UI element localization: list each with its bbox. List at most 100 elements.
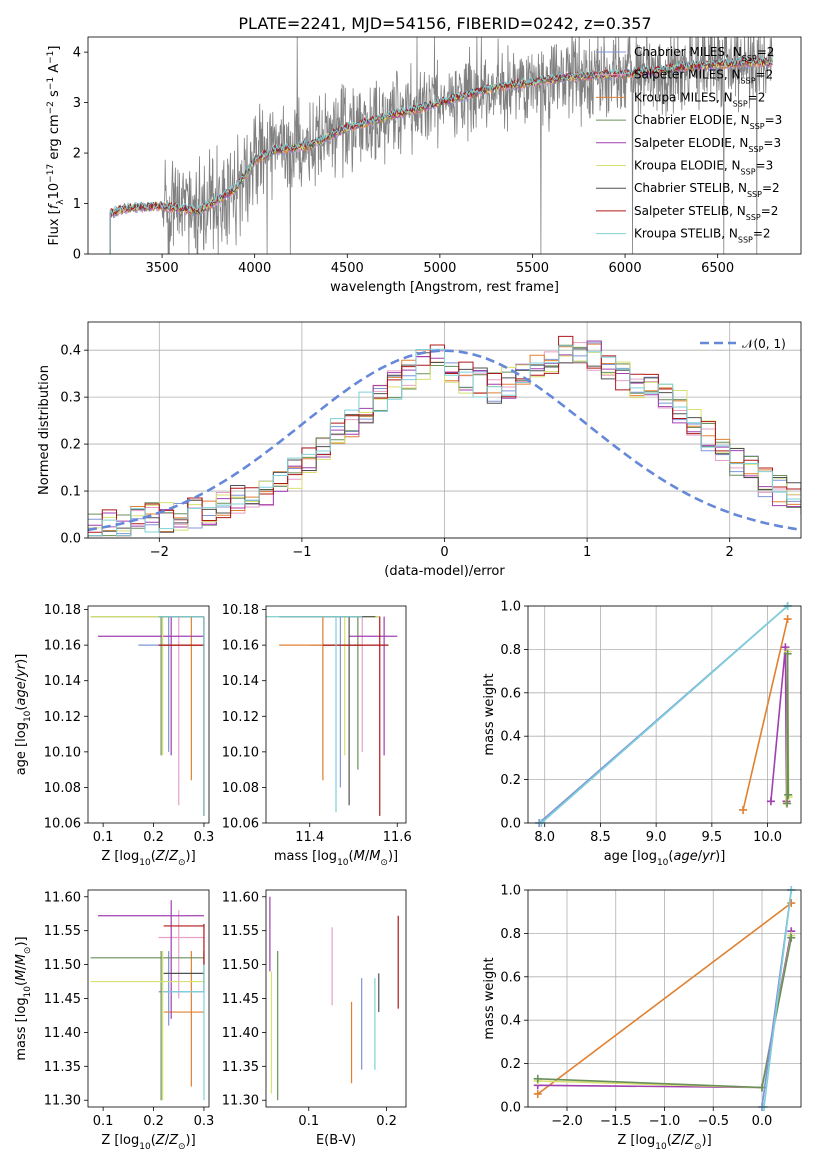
legend-label-sub: SSP xyxy=(748,144,763,153)
age-vs-Z-ytick-label: 10.16 xyxy=(44,639,81,654)
mass-weight-marker xyxy=(783,615,792,624)
spectrum-ylabel-part: −1 xyxy=(46,51,56,64)
massweight-vs-Z-xtick-label: −0.5 xyxy=(697,1114,729,1129)
residuals-ytick-label: 0.4 xyxy=(60,344,81,359)
age-vs-Z-ylabel-part: age xyxy=(14,681,29,705)
massweight-vs-Z-ytick-label: 0.4 xyxy=(500,1014,521,1029)
massweight-vs-Z-ylabel-part: mass weight xyxy=(482,957,497,1039)
spectrum-ylabel-part: Flux [ xyxy=(47,209,62,245)
legend-label-text: Chabrier MILES, N xyxy=(634,45,742,59)
mass-vs-Z-ylabel: mass [log10(M/M⊙)] xyxy=(14,936,33,1060)
mass-vs-EBV-ytick-label: 11.35 xyxy=(222,1060,259,1075)
mass-vs-EBV-xlabel: E(B-V) xyxy=(316,1133,356,1148)
massweight-vs-age-xlabel-part: 10 xyxy=(657,858,669,868)
mass-vs-Z-xlabel-part: Z xyxy=(155,1133,166,1148)
mass-vs-Z-ytick-label: 11.30 xyxy=(44,1094,81,1109)
massweight-vs-age-ylabel: mass weight xyxy=(482,673,497,755)
age-vs-mass-xlabel-part: M xyxy=(369,849,380,864)
age-vs-Z-ylabel-part: yr xyxy=(14,662,29,678)
legend-label: Kroupa STELIB, NSSP=2 xyxy=(634,227,771,245)
spectrum-xtick-label: 5500 xyxy=(516,261,549,276)
residuals-xtick-label: 2 xyxy=(726,545,734,560)
legend-label: Salpeter ELODIE, NSSP=3 xyxy=(634,136,781,154)
mass-weight-marker xyxy=(533,1074,542,1083)
mass-vs-EBV-ytick-label: 11.60 xyxy=(222,890,259,905)
legend-label: Salpeter MILES, NSSP=2 xyxy=(634,68,773,86)
age-vs-mass-xlabel-part: ( xyxy=(349,849,354,864)
legend-label-text: Kroupa ELODIE, N xyxy=(634,159,741,173)
mass-weight-marker xyxy=(783,799,792,808)
massweight-vs-Z-xlabel-part: Z [log xyxy=(617,1133,655,1148)
mass-vs-Z-ytick-label: 11.50 xyxy=(44,958,81,973)
legend-label-text: Salpeter STELIB, N xyxy=(634,204,746,218)
massweight-vs-Z-series xyxy=(533,886,796,1111)
legend-label-sub: SSP xyxy=(741,76,756,85)
legend-label-sub: SSP xyxy=(741,167,756,176)
legend-label-text: Chabrier ELODIE, N xyxy=(634,113,750,127)
mass-vs-Z-ytick-label: 11.45 xyxy=(44,992,81,1007)
age-vs-Z-xlabel-part: Z xyxy=(155,849,166,864)
mass-vs-Z-ytick-label: 11.40 xyxy=(44,1026,81,1041)
spectrum-ytick-label: 2 xyxy=(73,147,81,162)
age-vs-mass-ytick-label: 10.08 xyxy=(222,781,259,796)
mass-weight-line-kroupa-stelib xyxy=(540,605,789,824)
spectrum-axes: 0 1 2 3 4 3500 4000 4500 5000 5500 6000 6500 xyxy=(73,46,734,276)
residuals-xlabel: (data-model)/error xyxy=(384,564,505,579)
residuals-frame xyxy=(87,321,802,539)
massweight-vs-age-xlabel-part: / xyxy=(698,849,703,864)
massweight-vs-Z-axes: 0.0 0.2 0.4 0.6 0.8 1.0 −2.0 −1.5 −1.0 −0.5 0.0 xyxy=(500,884,801,1129)
mass-vs-Z-xlabel-part: )] xyxy=(186,1133,196,1148)
figure-title: PLATE=2241, MJD=54156, FIBERID=0242, z=0… xyxy=(238,14,651,33)
massweight-vs-age-xlabel-part: ( xyxy=(668,849,673,864)
mass-weight-marker xyxy=(787,899,796,908)
legend-label-text: Salpeter MILES, N xyxy=(634,68,741,82)
massweight-vs-Z-xlabel-part: / xyxy=(681,1133,686,1148)
mass-vs-Z-xlabel-part: ( xyxy=(151,1133,156,1148)
mass-vs-EBV-xlabel-part: E(B-V) xyxy=(316,1133,356,1148)
age-vs-mass-xlabel: mass [log10(M/M⊙)] xyxy=(274,849,398,868)
age-vs-mass-axes: 10.06 10.08 10.10 10.12 10.14 10.16 10.18 11.4 1… xyxy=(222,603,412,845)
massweight-vs-Z-xtick-label: −1.0 xyxy=(649,1114,681,1129)
massweight-vs-age-axes: 0.0 0.2 0.4 0.6 0.8 1.0 8.0 8.5 9.0 9.5 10.0 xyxy=(500,600,801,845)
massweight-vs-age-xlabel-part: age xyxy=(673,849,697,864)
massweight-vs-age-xlabel-part: age [log xyxy=(604,849,657,864)
spectrum-ytick-label: 3 xyxy=(73,96,81,111)
residual-histogram-chabrier-miles xyxy=(88,342,801,535)
age-vs-mass-ytick-label: 10.18 xyxy=(222,603,259,618)
mass-vs-Z-ylabel-part: )] xyxy=(14,936,29,946)
mass-weight-line-kroupa-miles xyxy=(537,902,792,1095)
mass-vs-Z-xlabel-part: 10 xyxy=(139,1142,151,1152)
mass-vs-EBV-ytick-label: 11.50 xyxy=(222,958,259,973)
massweight-vs-age-xtick-label: 10.0 xyxy=(753,830,782,845)
mass-weight-line-kroupa-stelib xyxy=(763,889,793,1108)
mass-vs-Z-ylabel-part: M xyxy=(14,970,29,981)
massweight-vs-age-ytick-label: 0.6 xyxy=(500,686,521,701)
spectrum-xlabel-part: wavelength [Angstrom, rest frame] xyxy=(330,280,559,295)
mass-vs-Z-ylabel-part: 10 xyxy=(23,986,33,998)
spectrum-ylabel: Flux [fλ10−17 erg cm−2 s−1 A−1] xyxy=(46,46,66,246)
legend-label-tail: =3 xyxy=(763,136,781,150)
massweight-vs-age-xlabel-part: yr xyxy=(701,849,717,864)
residuals-series xyxy=(88,335,801,537)
mass-vs-Z-xlabel-part: / xyxy=(165,1133,170,1148)
age-vs-mass-frame xyxy=(265,605,407,824)
mass-vs-EBV-xtick-label: 0.1 xyxy=(298,1114,319,1129)
spectrum-xtick-label: 5000 xyxy=(423,261,456,276)
residuals-ylabel: Normed distribution xyxy=(37,365,52,495)
age-vs-mass-xlabel-part: / xyxy=(365,849,370,864)
massweight-vs-age-ylabel-part: mass weight xyxy=(482,673,497,755)
legend-label-sub: SSP xyxy=(742,54,757,63)
mass-weight-line-chabrier-elodie xyxy=(786,653,789,804)
spectrum-ylabel-part: −17 xyxy=(46,164,56,183)
massweight-vs-age-xtick-label: 9.5 xyxy=(702,830,723,845)
age-vs-Z-ytick-label: 10.12 xyxy=(44,710,81,725)
mass-vs-Z-xlabel-part: Z [log xyxy=(101,1133,139,1148)
residuals-ylabel-part: Normed distribution xyxy=(37,365,52,495)
legend-label-text: Salpeter ELODIE, N xyxy=(634,136,748,150)
legend-label-sub: SSP xyxy=(750,122,765,131)
mass-weight-marker xyxy=(784,790,793,799)
legend-label: Kroupa MILES, NSSP=2 xyxy=(634,90,765,108)
mass-weight-marker xyxy=(739,805,748,814)
legend-label-text: Chabrier STELIB, N xyxy=(634,181,747,195)
